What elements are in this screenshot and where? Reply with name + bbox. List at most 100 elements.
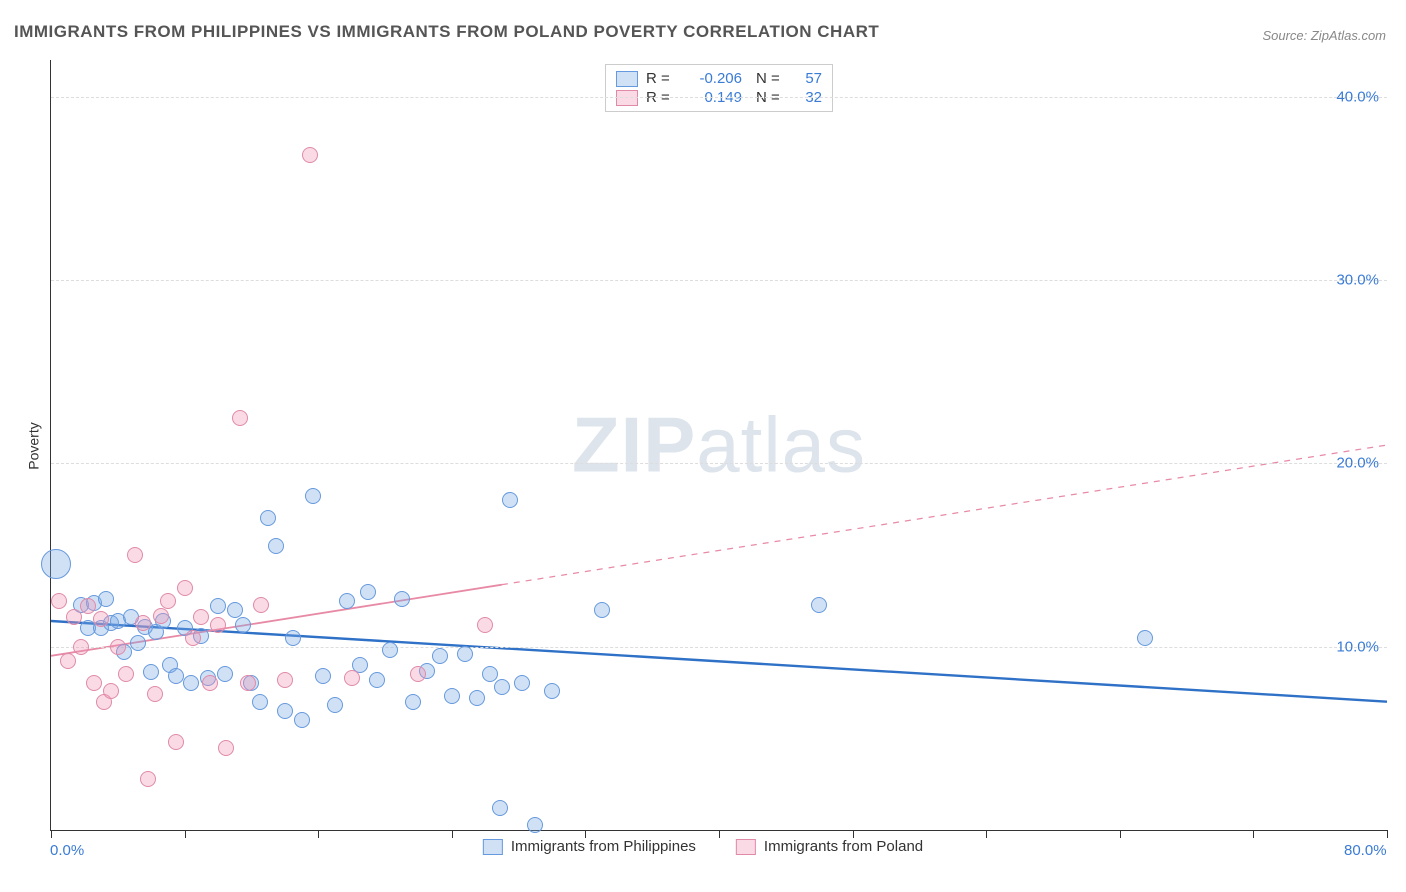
trend-lines-layer: [51, 60, 1387, 830]
x-tick: [986, 830, 987, 838]
legend-n-value: 57: [794, 70, 822, 87]
watermark-bold: ZIP: [572, 401, 696, 489]
scatter-point: [339, 593, 355, 609]
scatter-point: [210, 598, 226, 614]
scatter-point: [252, 694, 268, 710]
scatter-point: [98, 591, 114, 607]
watermark-text: ZIPatlas: [572, 400, 866, 491]
scatter-point: [277, 703, 293, 719]
scatter-point: [305, 488, 321, 504]
scatter-point: [811, 597, 827, 613]
scatter-point: [185, 630, 201, 646]
legend-r-value: -0.206: [684, 70, 742, 87]
scatter-point: [168, 668, 184, 684]
scatter-point: [153, 608, 169, 624]
scatter-point: [544, 683, 560, 699]
scatter-point: [240, 675, 256, 691]
scatter-point: [140, 771, 156, 787]
scatter-point: [253, 597, 269, 613]
scatter-point: [118, 666, 134, 682]
scatter-point: [93, 611, 109, 627]
gridline-h: [51, 463, 1387, 464]
legend-r-label: R =: [646, 70, 676, 87]
x-tick: [51, 830, 52, 838]
scatter-point: [327, 697, 343, 713]
legend-series-label: Immigrants from Poland: [764, 838, 923, 855]
scatter-point: [277, 672, 293, 688]
scatter-point: [477, 617, 493, 633]
legend-series-item: Immigrants from Poland: [736, 838, 923, 855]
chart-title: IMMIGRANTS FROM PHILIPPINES VS IMMIGRANT…: [14, 22, 879, 42]
scatter-point: [482, 666, 498, 682]
gridline-h: [51, 280, 1387, 281]
scatter-point: [394, 591, 410, 607]
scatter-point: [193, 609, 209, 625]
y-axis-label: Poverty: [26, 422, 42, 469]
scatter-point: [41, 549, 71, 579]
scatter-point: [1137, 630, 1153, 646]
scatter-point: [147, 686, 163, 702]
x-tick: [185, 830, 186, 838]
scatter-point: [294, 712, 310, 728]
scatter-point: [103, 683, 119, 699]
x-tick: [585, 830, 586, 838]
chart-plot-area: ZIPatlas R =-0.206N =57R =0.149N =32 10.…: [50, 60, 1387, 831]
scatter-point: [268, 538, 284, 554]
scatter-point: [360, 584, 376, 600]
scatter-point: [66, 609, 82, 625]
legend-swatch: [616, 71, 638, 87]
watermark-light: atlas: [696, 401, 866, 489]
scatter-point: [130, 635, 146, 651]
scatter-point: [80, 598, 96, 614]
scatter-point: [110, 639, 126, 655]
legend-n-label: N =: [756, 70, 786, 87]
scatter-point: [143, 664, 159, 680]
legend-series: Immigrants from Philippines Immigrants fr…: [483, 838, 923, 855]
scatter-point: [183, 675, 199, 691]
scatter-point: [502, 492, 518, 508]
scatter-point: [210, 617, 226, 633]
scatter-point: [594, 602, 610, 618]
scatter-point: [344, 670, 360, 686]
scatter-point: [168, 734, 184, 750]
source-attribution: Source: ZipAtlas.com: [1262, 28, 1386, 43]
gridline-h: [51, 97, 1387, 98]
scatter-point: [235, 617, 251, 633]
scatter-point: [260, 510, 276, 526]
scatter-point: [51, 593, 67, 609]
scatter-point: [285, 630, 301, 646]
legend-correlation-box: R =-0.206N =57R =0.149N =32: [605, 64, 833, 112]
scatter-point: [369, 672, 385, 688]
legend-swatch: [483, 839, 503, 855]
scatter-point: [86, 675, 102, 691]
y-tick-label: 20.0%: [1336, 455, 1379, 472]
gridline-h: [51, 647, 1387, 648]
scatter-point: [457, 646, 473, 662]
scatter-point: [135, 615, 151, 631]
x-tick-label: 80.0%: [1344, 842, 1387, 859]
x-tick: [719, 830, 720, 838]
scatter-point: [527, 817, 543, 833]
y-tick-label: 10.0%: [1336, 638, 1379, 655]
x-tick: [853, 830, 854, 838]
scatter-point: [218, 740, 234, 756]
x-tick: [318, 830, 319, 838]
scatter-point: [444, 688, 460, 704]
legend-correlation-row: R = -0.206 N = 57: [616, 69, 822, 88]
legend-series-label: Immigrants from Philippines: [511, 838, 696, 855]
scatter-point: [410, 666, 426, 682]
scatter-point: [315, 668, 331, 684]
trend-line-dashed: [502, 445, 1387, 585]
scatter-point: [405, 694, 421, 710]
scatter-point: [302, 147, 318, 163]
scatter-point: [514, 675, 530, 691]
scatter-point: [492, 800, 508, 816]
scatter-point: [217, 666, 233, 682]
y-tick-label: 30.0%: [1336, 272, 1379, 289]
scatter-point: [160, 593, 176, 609]
x-tick: [452, 830, 453, 838]
x-tick: [1120, 830, 1121, 838]
y-tick-label: 40.0%: [1336, 88, 1379, 105]
scatter-point: [60, 653, 76, 669]
scatter-point: [202, 675, 218, 691]
